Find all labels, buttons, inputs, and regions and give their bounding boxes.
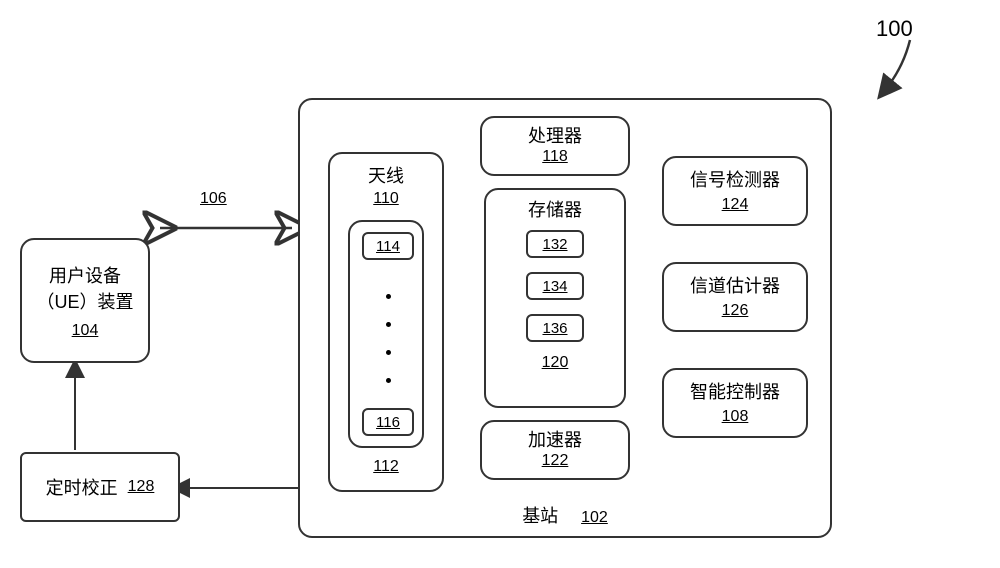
processor-label: 处理器 [482, 122, 628, 148]
dot-icon [386, 294, 391, 299]
antenna-array: 114 116 [348, 220, 424, 448]
memory-item-2: 134 [526, 272, 584, 300]
timing-box: 定时校正 128 [20, 452, 180, 522]
antenna-ref-top: 110 [330, 190, 442, 208]
memory-item-1: 132 [526, 230, 584, 258]
antenna-elem-last: 116 [362, 408, 414, 436]
timing-label: 定时校正 [46, 474, 118, 500]
antenna-ref-bottom: 112 [330, 458, 442, 476]
bs-ref: 102 [581, 509, 608, 526]
dot-icon [386, 350, 391, 355]
ue-ref: 104 [22, 322, 148, 340]
dot-icon [386, 378, 391, 383]
ictrl-box: 智能控制器 108 [662, 368, 808, 438]
bs-label: 基站 [522, 506, 558, 526]
memory-box: 存储器 132 134 136 120 [484, 188, 626, 408]
accel-ref: 122 [482, 452, 628, 470]
timing-ref: 128 [128, 478, 155, 496]
antenna-elem-first: 114 [362, 232, 414, 260]
accelerator-box: 加速器 122 [480, 420, 630, 480]
base-station-box: 基站 102 天线 110 114 116 112 处理器 118 存储器 1 [298, 98, 832, 538]
ue-label-1: 用户设备 [22, 262, 148, 288]
sigdet-box: 信号检测器 124 [662, 156, 808, 226]
antenna-label: 天线 [330, 162, 442, 188]
link-ref: 106 [200, 190, 227, 208]
chest-label: 信道估计器 [664, 272, 806, 298]
ue-label-2: （UE）装置 [22, 288, 148, 314]
memory-ref: 120 [486, 354, 624, 372]
sigdet-ref: 124 [664, 196, 806, 214]
dot-icon [386, 322, 391, 327]
sigdet-label: 信号检测器 [664, 166, 806, 192]
antenna-box: 天线 110 114 116 112 [328, 152, 444, 492]
processor-box: 处理器 118 [480, 116, 630, 176]
processor-ref: 118 [482, 148, 628, 166]
memory-label: 存储器 [486, 196, 624, 222]
memory-item-3: 136 [526, 314, 584, 342]
ue-device-box: 用户设备 （UE）装置 104 [20, 238, 150, 363]
chest-ref: 126 [664, 302, 806, 320]
bs-caption: 基站 102 [300, 502, 830, 528]
ictrl-label: 智能控制器 [664, 378, 806, 404]
accel-label: 加速器 [482, 426, 628, 452]
chest-box: 信道估计器 126 [662, 262, 808, 332]
ictrl-ref: 108 [664, 408, 806, 426]
